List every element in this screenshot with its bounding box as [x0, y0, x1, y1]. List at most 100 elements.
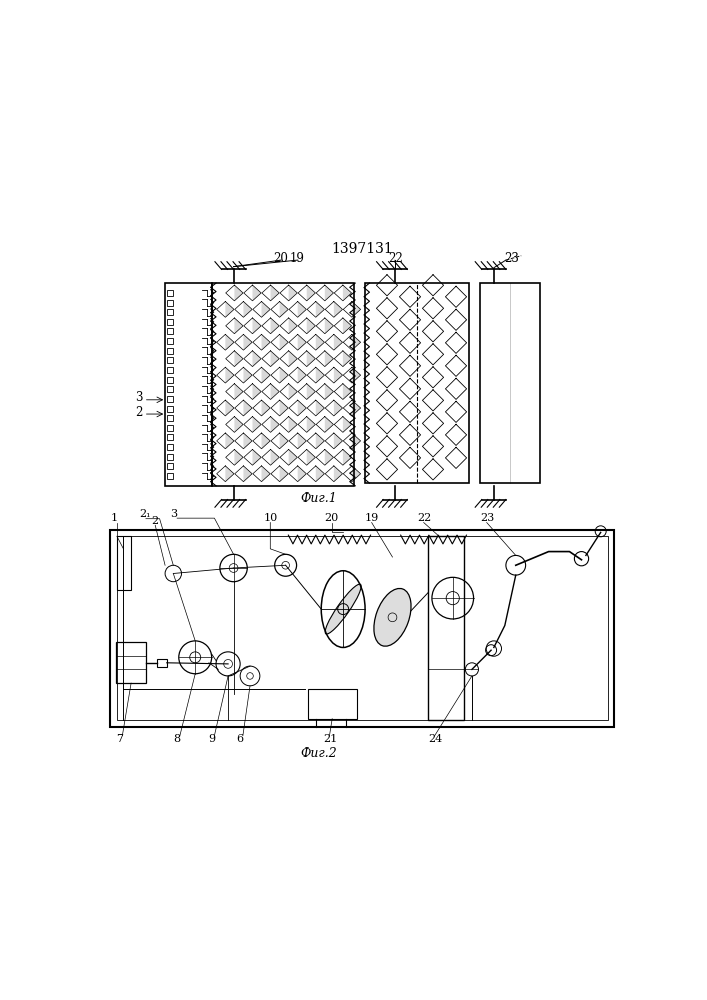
Text: 7: 7 — [116, 734, 123, 744]
Polygon shape — [325, 351, 334, 367]
Text: 1397131: 1397131 — [332, 242, 393, 256]
Bar — [168, 348, 173, 354]
Polygon shape — [325, 384, 334, 399]
Polygon shape — [243, 400, 252, 416]
Text: 6: 6 — [236, 734, 243, 744]
Polygon shape — [226, 433, 234, 449]
Bar — [168, 444, 173, 450]
Bar — [168, 425, 173, 431]
Bar — [365, 283, 469, 483]
Polygon shape — [334, 400, 342, 416]
Polygon shape — [298, 433, 306, 449]
Polygon shape — [343, 449, 351, 465]
Polygon shape — [226, 400, 234, 416]
Bar — [168, 434, 173, 440]
Polygon shape — [343, 351, 351, 367]
Text: 22: 22 — [389, 252, 404, 265]
Polygon shape — [226, 302, 234, 317]
Polygon shape — [298, 302, 306, 317]
Polygon shape — [288, 285, 298, 301]
Bar — [168, 406, 173, 412]
Bar — [168, 463, 173, 469]
Ellipse shape — [374, 588, 411, 646]
Polygon shape — [298, 466, 306, 482]
Polygon shape — [262, 367, 270, 383]
Polygon shape — [316, 400, 325, 416]
Polygon shape — [252, 417, 261, 432]
Bar — [428, 536, 464, 720]
Polygon shape — [307, 384, 315, 399]
Polygon shape — [307, 351, 315, 367]
Bar — [110, 530, 614, 727]
Bar — [157, 659, 167, 667]
Text: 20: 20 — [274, 252, 288, 265]
Polygon shape — [262, 433, 270, 449]
Bar — [168, 454, 173, 460]
Polygon shape — [288, 351, 298, 367]
Polygon shape — [271, 318, 279, 334]
Polygon shape — [316, 466, 325, 482]
Polygon shape — [334, 466, 342, 482]
Bar — [168, 357, 173, 363]
Ellipse shape — [325, 584, 361, 634]
Polygon shape — [343, 417, 351, 432]
Polygon shape — [235, 351, 243, 367]
Polygon shape — [279, 433, 288, 449]
Text: 22: 22 — [417, 513, 431, 523]
Polygon shape — [243, 466, 252, 482]
Polygon shape — [334, 334, 342, 350]
Text: 10: 10 — [264, 513, 278, 523]
Bar — [117, 536, 131, 590]
Polygon shape — [316, 302, 325, 317]
Text: 8: 8 — [173, 734, 180, 744]
Text: 24: 24 — [428, 734, 443, 744]
Polygon shape — [352, 367, 361, 383]
Polygon shape — [243, 433, 252, 449]
Polygon shape — [307, 285, 315, 301]
Polygon shape — [288, 318, 298, 334]
Polygon shape — [243, 302, 252, 317]
Text: 3: 3 — [170, 509, 177, 519]
Polygon shape — [307, 417, 315, 432]
Polygon shape — [316, 334, 325, 350]
Text: 3: 3 — [135, 391, 142, 404]
Polygon shape — [252, 318, 261, 334]
Text: 20: 20 — [324, 513, 338, 523]
Polygon shape — [235, 285, 243, 301]
Bar — [168, 377, 173, 383]
Bar — [168, 473, 173, 479]
Polygon shape — [316, 367, 325, 383]
Polygon shape — [226, 334, 234, 350]
Polygon shape — [252, 285, 261, 301]
Polygon shape — [262, 400, 270, 416]
Polygon shape — [235, 384, 243, 399]
Bar — [168, 290, 173, 296]
Bar — [480, 283, 540, 483]
Polygon shape — [288, 384, 298, 399]
Bar — [168, 338, 173, 344]
Polygon shape — [271, 285, 279, 301]
Polygon shape — [279, 466, 288, 482]
Polygon shape — [325, 318, 334, 334]
Polygon shape — [352, 466, 361, 482]
Polygon shape — [334, 302, 342, 317]
Text: 19: 19 — [290, 252, 305, 265]
Polygon shape — [343, 318, 351, 334]
Bar — [168, 309, 173, 315]
Text: 9: 9 — [208, 734, 215, 744]
Text: 2: 2 — [135, 406, 142, 419]
Polygon shape — [343, 285, 351, 301]
Bar — [117, 536, 608, 720]
Bar — [211, 283, 354, 486]
Bar — [116, 642, 146, 683]
Text: 1: 1 — [110, 513, 117, 523]
Polygon shape — [271, 351, 279, 367]
Polygon shape — [243, 367, 252, 383]
Polygon shape — [262, 466, 270, 482]
Polygon shape — [262, 302, 270, 317]
Text: 21: 21 — [323, 734, 337, 744]
Polygon shape — [352, 334, 361, 350]
Polygon shape — [298, 367, 306, 383]
Bar — [168, 319, 173, 325]
Polygon shape — [352, 302, 361, 317]
